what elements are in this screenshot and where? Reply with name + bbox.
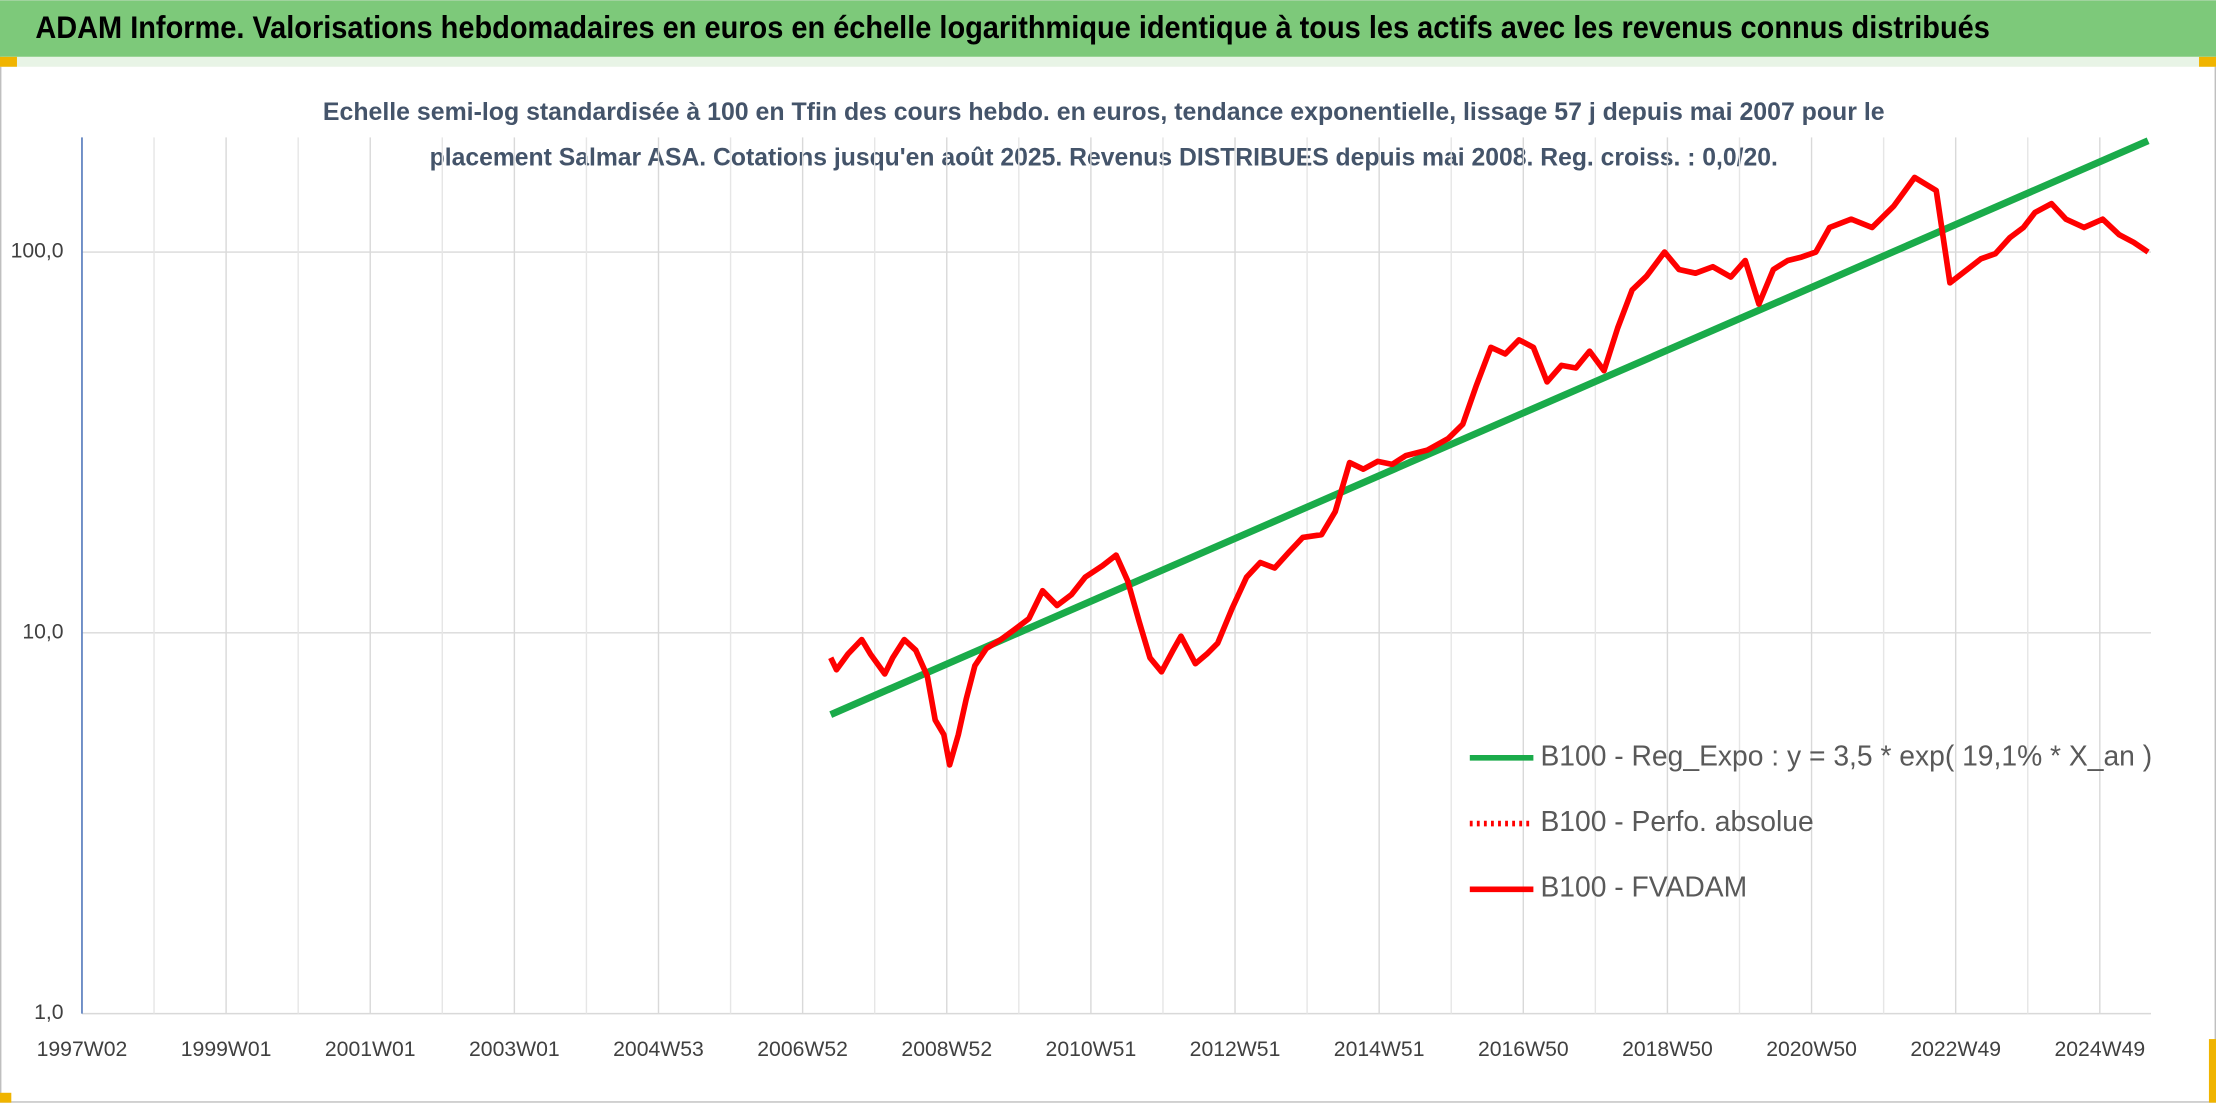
- header-bar: [0, 0, 2216, 57]
- legend-label: B100 - FVADAM: [1540, 871, 1747, 903]
- x-tick-label: 2008W52: [901, 1038, 992, 1061]
- series-line: [829, 137, 2150, 718]
- x-tick-label: 2004W53: [613, 1038, 704, 1061]
- header-title: ADAM Informe. Valorisations hebdomadaire…: [35, 10, 1990, 45]
- x-tick-label: 2010W51: [1046, 1038, 1137, 1061]
- series-line: [828, 174, 2150, 768]
- corner-mark: [0, 1092, 12, 1103]
- corner-mark: [2199, 56, 2216, 67]
- chart-subtitle: placement Salmar ASA. Cotations jusqu'en…: [430, 143, 1778, 171]
- x-tick-label: 2012W51: [1190, 1038, 1281, 1061]
- y-tick-label: 1,0: [34, 1001, 63, 1024]
- chart-subtitle: Echelle semi-log standardisée à 100 en T…: [323, 98, 1885, 126]
- x-tick-label: 2022W49: [1910, 1038, 2001, 1061]
- legend-label: B100 - Reg_Expo : y = 3,5 * exp( 19,1% *…: [1540, 739, 2152, 771]
- grid: 1,0 10,0 100,0 1997W02 1999W01 2001W01 2003W01…: [11, 137, 2151, 1061]
- y-tick-label: 100,0: [11, 240, 64, 263]
- plot: [828, 137, 2150, 768]
- x-tick-label: 2001W01: [325, 1038, 416, 1061]
- x-tick-label: 2006W52: [757, 1038, 848, 1061]
- y-tick-label: 10,0: [22, 620, 63, 643]
- x-tick-label: 2024W49: [2054, 1038, 2145, 1061]
- x-tick-label: 2014W51: [1334, 1038, 1425, 1061]
- x-tick-label: 2003W01: [469, 1038, 560, 1061]
- x-tick-label: 1999W01: [181, 1038, 272, 1061]
- corner-mark: [0, 56, 17, 67]
- corner-mark: [2208, 1039, 2216, 1103]
- legend-label: B100 - Perfo. absolue: [1540, 805, 1813, 837]
- x-tick-label: 2020W50: [1766, 1038, 1857, 1061]
- legend: B100 - Reg_Expo : y = 3,5 * exp( 19,1% *…: [1469, 739, 2152, 903]
- x-tick-label: 2018W50: [1622, 1038, 1713, 1061]
- x-tick-label: 1997W02: [37, 1038, 128, 1061]
- header-band: [0, 56, 2216, 67]
- x-tick-label: 2016W50: [1478, 1038, 1569, 1061]
